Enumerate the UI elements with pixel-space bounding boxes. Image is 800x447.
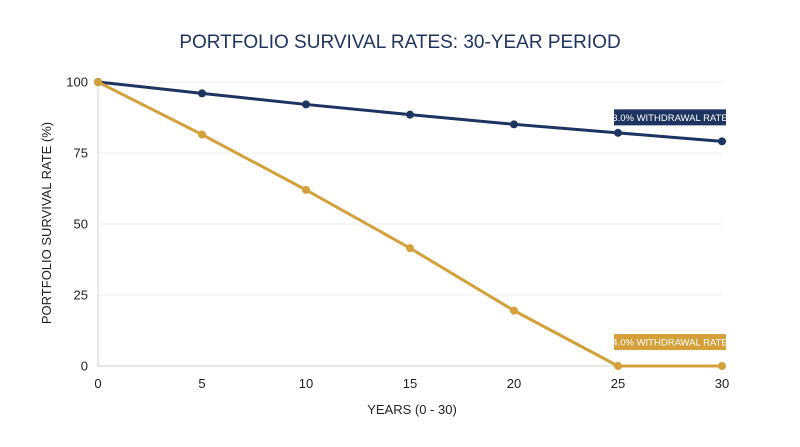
data-point — [510, 120, 518, 129]
y-tick-label: 0 — [81, 359, 88, 374]
data-point — [510, 306, 518, 315]
data-point — [718, 137, 726, 146]
x-axis-label: YEARS (0 - 30) — [367, 402, 457, 417]
axes: 0 25 50 75 100 0 5 10 15 20 25 30 — [66, 75, 729, 392]
data-point — [198, 89, 206, 98]
x-tick-label: 20 — [507, 376, 521, 391]
y-tick-label: 50 — [74, 217, 88, 232]
series-label-box — [614, 109, 726, 126]
series-label-text: 3.0% WITHDRAWAL RATE — [612, 113, 727, 124]
chart-title: PORTFOLIO SURVIVAL RATES: 30-YEAR PERIOD — [179, 32, 620, 53]
series-label-box — [614, 334, 726, 350]
x-tick-label: 15 — [403, 376, 417, 391]
x-tick-label: 10 — [299, 376, 313, 391]
x-tick-label: 30 — [715, 376, 729, 391]
data-point — [406, 244, 414, 253]
data-point — [614, 362, 622, 370]
y-axis-label: PORTFOLIO SURVIVAL RATE (%) — [39, 122, 54, 324]
x-tick-label: 0 — [94, 376, 101, 391]
series-labels: 3.0% WITHDRAWAL RATE 4.0% WITHDRAWAL RATE — [612, 109, 728, 350]
data-point — [614, 128, 622, 137]
series-label-0: 3.0% WITHDRAWAL RATE — [612, 109, 728, 126]
data-point — [94, 78, 102, 86]
series-label-1: 4.0% WITHDRAWAL RATE — [612, 334, 728, 350]
y-tick-label: 75 — [74, 146, 88, 161]
data-point — [302, 185, 310, 194]
x-tick-label: 25 — [611, 376, 625, 391]
y-tick-label: 25 — [74, 288, 88, 303]
x-tick-label: 5 — [198, 376, 205, 391]
series — [94, 78, 726, 370]
data-point — [406, 110, 414, 119]
data-point — [718, 362, 726, 370]
data-point — [302, 100, 310, 109]
grid — [98, 81, 722, 296]
data-point — [198, 130, 206, 139]
series-label-text: 4.0% WITHDRAWAL RATE — [612, 338, 727, 349]
y-tick-label: 100 — [66, 75, 88, 90]
